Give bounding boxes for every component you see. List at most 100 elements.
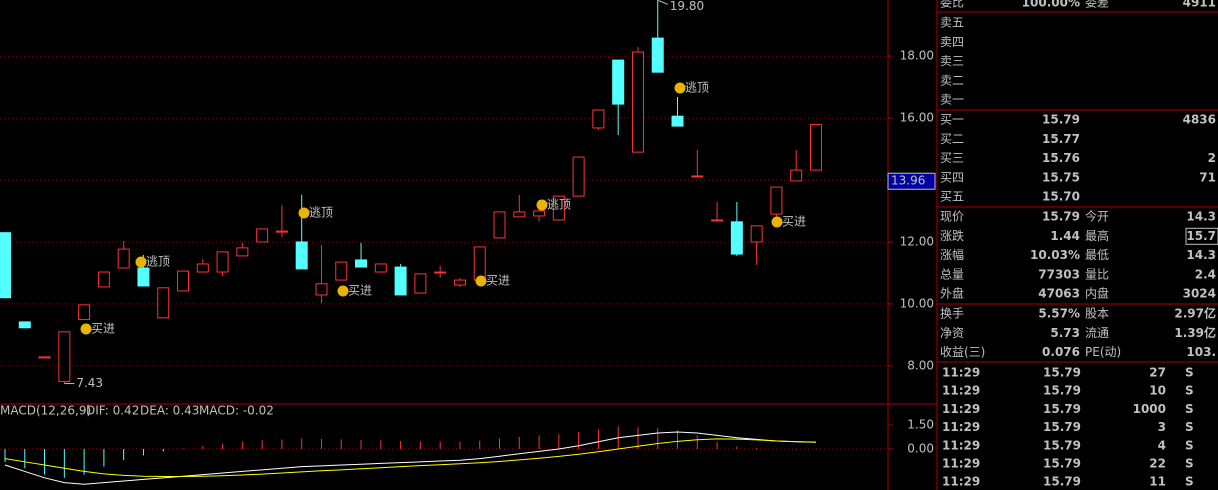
table-cell: 最低 <box>1085 248 1109 262</box>
table-cell: 5.73 <box>1050 326 1080 340</box>
candle-body <box>216 251 229 273</box>
table-cell: 收益(三) <box>940 345 985 359</box>
table-cell: 11 <box>1149 475 1166 489</box>
candle-body <box>414 273 427 294</box>
table-cell: 净资 <box>940 326 964 340</box>
table-cell: 15.70 <box>1042 190 1080 204</box>
signal-label: 买进 <box>782 215 806 229</box>
table-cell: 27 <box>1149 366 1166 380</box>
candle-body <box>631 51 644 153</box>
table-cell: 10.03% <box>1030 248 1080 262</box>
candle-body <box>374 263 387 273</box>
candle-body <box>38 356 51 359</box>
table-cell: 11:29 <box>942 384 980 398</box>
y-tick-label: 12.00 <box>900 234 934 248</box>
candle-body <box>295 241 308 270</box>
candle-body <box>137 267 150 287</box>
table-cell: 买一 <box>940 113 964 127</box>
table-cell: 买五 <box>940 190 964 204</box>
candle-body <box>552 195 565 221</box>
table-cell: 3024 <box>1183 287 1216 301</box>
table-cell: S <box>1185 420 1194 434</box>
table-cell: 卖一 <box>940 93 964 107</box>
signal-icon <box>674 82 686 94</box>
dif-line <box>4 431 816 485</box>
table-cell: 47063 <box>1038 287 1080 301</box>
table-cell: 14.3 <box>1186 210 1216 224</box>
candle-body <box>97 271 110 288</box>
price-marker <box>887 172 936 190</box>
candle-body <box>394 266 407 296</box>
table-cell: 今开 <box>1085 209 1109 224</box>
table-cell: 14.3 <box>1186 248 1216 262</box>
candle-body <box>592 109 605 129</box>
table-cell: 15.76 <box>1042 151 1080 165</box>
candle-body <box>177 270 190 292</box>
table-cell: 2.4 <box>1195 267 1216 281</box>
signal-icon <box>337 285 349 297</box>
table-cell: 3 <box>1158 420 1166 434</box>
table-cell: 11:29 <box>942 457 980 471</box>
macd-legend: DEA: 0.43 <box>140 404 199 418</box>
table-cell: 0.076 <box>1042 345 1080 359</box>
table-cell: 15.79 <box>1043 457 1081 471</box>
table-cell: S <box>1185 475 1194 489</box>
table-cell: 买二 <box>940 132 964 146</box>
y-tick-label: 10.00 <box>900 296 934 310</box>
table-cell: 2.97亿 <box>1174 306 1216 321</box>
macd-legend: DIF: 0.42 <box>86 404 139 418</box>
table-cell: 15.79 <box>1043 384 1081 398</box>
candle-body <box>750 225 763 243</box>
table-cell: PE(动) <box>1085 345 1121 359</box>
signal-icon <box>80 323 92 335</box>
table-cell: 100.00% <box>1022 0 1080 10</box>
table-cell: 量比 <box>1085 267 1109 281</box>
dea-line <box>4 438 816 478</box>
candle-body <box>78 304 91 320</box>
candle-body <box>236 247 249 257</box>
candle-body <box>651 37 664 73</box>
table-cell: 5.57% <box>1038 307 1080 321</box>
table-cell: 4911 <box>1183 0 1216 10</box>
table-cell: 15.79 <box>1043 366 1081 380</box>
candle-body <box>18 321 31 329</box>
table-cell: 涨幅 <box>940 247 964 262</box>
candle-body <box>256 228 269 243</box>
table-cell: 卖二 <box>940 73 964 87</box>
candle-body <box>493 211 506 239</box>
table-cell: 15.79 <box>1043 402 1081 416</box>
table-cell: 15.79 <box>1043 438 1081 452</box>
candle-body <box>730 221 743 255</box>
signal-icon <box>135 256 147 268</box>
y-tick-label: 1.50 <box>907 417 934 431</box>
signal-icon <box>298 207 310 219</box>
table-cell: 卖四 <box>940 35 964 49</box>
table-cell: 2 <box>1208 151 1216 165</box>
signal-label: 买进 <box>91 322 115 336</box>
candle-body <box>513 211 526 218</box>
signal-icon <box>475 275 487 287</box>
table-cell: 11:29 <box>942 475 980 489</box>
table-cell: 15.79 <box>1043 420 1081 434</box>
candle-body <box>196 263 209 273</box>
candle-body <box>315 283 328 296</box>
table-cell: 内盘 <box>1085 286 1109 301</box>
table-cell: 买三 <box>940 151 964 165</box>
table-cell: 卖三 <box>940 54 964 68</box>
table-cell: 11:29 <box>942 402 980 416</box>
signal-label: 逃顶 <box>309 206 333 220</box>
table-cell: S <box>1185 438 1194 452</box>
table-cell: 4836 <box>1183 113 1216 127</box>
candle-body <box>58 331 71 382</box>
table-cell: 15.77 <box>1042 132 1080 146</box>
table-cell: S <box>1185 366 1194 380</box>
table-cell: 卖五 <box>940 16 964 30</box>
price-marker-label: 13.96 <box>891 174 925 188</box>
table-cell: 4 <box>1158 438 1166 452</box>
y-tick-label: 0.00 <box>907 442 934 456</box>
macd-legend: MACD(12,26,9) <box>0 404 91 418</box>
candle-body <box>533 210 546 217</box>
signal-icon <box>771 216 783 228</box>
